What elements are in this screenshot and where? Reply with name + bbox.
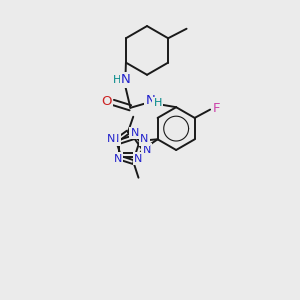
Text: O: O bbox=[101, 95, 112, 108]
Text: N: N bbox=[140, 134, 148, 144]
Text: N: N bbox=[134, 154, 142, 164]
Text: N: N bbox=[146, 94, 155, 106]
Text: N: N bbox=[114, 154, 122, 164]
Text: F: F bbox=[213, 103, 220, 116]
Text: N: N bbox=[107, 134, 116, 144]
Text: N: N bbox=[143, 145, 151, 155]
Text: N: N bbox=[121, 73, 131, 86]
Text: H: H bbox=[113, 75, 121, 85]
Text: H: H bbox=[154, 98, 162, 108]
Text: N: N bbox=[111, 134, 119, 144]
Text: N: N bbox=[111, 155, 119, 165]
Text: N: N bbox=[130, 128, 139, 138]
